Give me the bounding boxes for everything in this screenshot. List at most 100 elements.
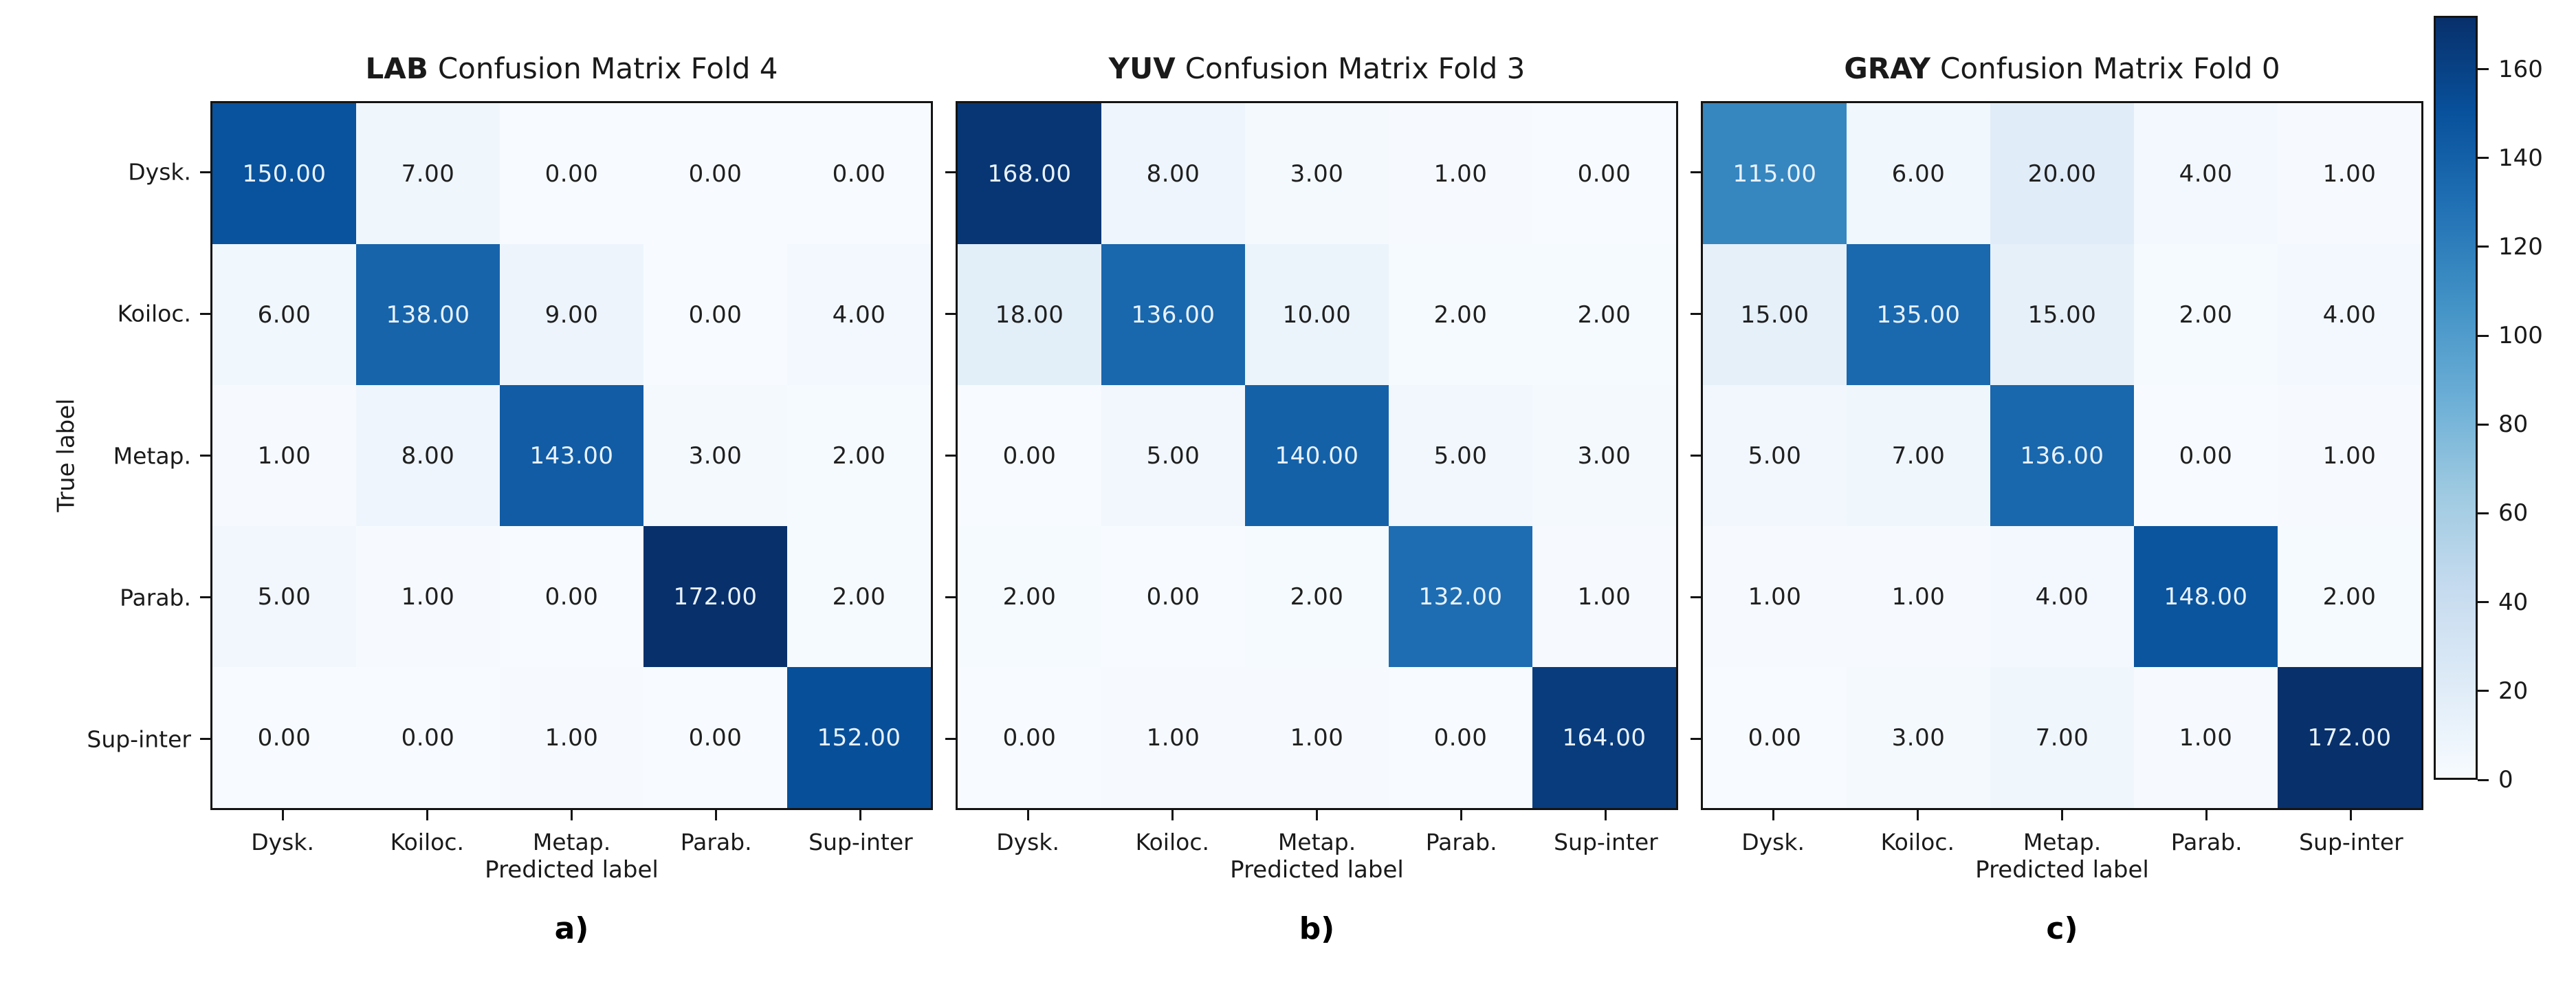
matrix-cell: 2.00 bbox=[1389, 244, 1532, 385]
y-tick-mark bbox=[945, 455, 956, 457]
x-axis-label: Predicted label bbox=[485, 856, 659, 884]
colorbar-tick-mark bbox=[2478, 334, 2489, 337]
matrix-cell: 143.00 bbox=[500, 385, 643, 526]
panel-title: YUV Confusion Matrix Fold 3 bbox=[956, 52, 1678, 85]
matrix-cell: 1.00 bbox=[2278, 103, 2421, 244]
colorbar-tick-label: 160 bbox=[2498, 55, 2543, 83]
y-tick-label: Metap. bbox=[113, 442, 191, 469]
matrix-cell: 18.00 bbox=[958, 244, 1101, 385]
matrix-cell: 140.00 bbox=[1245, 385, 1389, 526]
y-tick-label: Koiloc. bbox=[117, 300, 191, 327]
confusion-matrix-panel-gray: GRAY Confusion Matrix Fold 0 115.00 6.00 20… bbox=[1691, 52, 2423, 946]
y-tick-label: Dysk. bbox=[128, 158, 191, 186]
x-tick-mark bbox=[2205, 810, 2208, 820]
y-tick-labels: Dysk. Koiloc. Metap. Parab. Sup-inter bbox=[0, 101, 197, 810]
matrix-cell: 4.00 bbox=[2278, 244, 2421, 385]
matrix-cell: 1.00 bbox=[2278, 385, 2421, 526]
colorbar-tick-mark bbox=[2478, 246, 2489, 248]
matrix-cell: 20.00 bbox=[1990, 103, 2134, 244]
x-tick-label: Dysk. bbox=[996, 829, 1059, 855]
x-axis-label: Predicted label bbox=[1975, 856, 2149, 884]
colorbar-tick-label: 20 bbox=[2498, 677, 2529, 705]
x-tick-mark bbox=[1772, 810, 1774, 820]
panel-title-text: Confusion Matrix Fold 3 bbox=[1185, 52, 1526, 85]
y-tick-label: Sup-inter bbox=[87, 725, 191, 753]
y-tick-mark bbox=[200, 455, 210, 457]
colorbar-tick-label: 0 bbox=[2498, 766, 2513, 794]
y-tick-mark bbox=[200, 312, 210, 315]
matrix-cell: 4.00 bbox=[787, 244, 931, 385]
matrix-cell: 132.00 bbox=[1389, 526, 1532, 667]
matrix-cell: 7.00 bbox=[1990, 667, 2134, 808]
heatmap-grid-gray: 115.00 6.00 20.00 4.00 1.00 15.00 135.00 15.00 2… bbox=[1701, 101, 2423, 810]
matrix-cell: 152.00 bbox=[787, 667, 931, 808]
x-tick-mark bbox=[1605, 810, 1607, 820]
matrix-cell: 2.00 bbox=[2134, 244, 2278, 385]
subfigure-caption-a: a) bbox=[554, 911, 589, 946]
matrix-cell: 1.00 bbox=[2134, 667, 2278, 808]
matrix-cell: 4.00 bbox=[2134, 103, 2278, 244]
colorbar-tick-label: 140 bbox=[2498, 144, 2543, 172]
panel-title-text: Confusion Matrix Fold 4 bbox=[437, 52, 778, 85]
matrix-cell: 0.00 bbox=[1703, 667, 1847, 808]
x-tick-label: Metap. bbox=[1277, 829, 1356, 855]
matrix-cell: 168.00 bbox=[958, 103, 1101, 244]
matrix-cell: 2.00 bbox=[1532, 244, 1676, 385]
y-tick-mark bbox=[1691, 738, 1701, 741]
matrix-cell: 148.00 bbox=[2134, 526, 2278, 667]
matrix-cell: 1.00 bbox=[1101, 667, 1245, 808]
matrix-cell: 1.00 bbox=[1703, 526, 1847, 667]
colorbar-tick-mark bbox=[2478, 601, 2489, 604]
matrix-cell: 1.00 bbox=[500, 667, 643, 808]
x-tick-label: Parab. bbox=[2170, 829, 2243, 855]
matrix-cell: 136.00 bbox=[1990, 385, 2134, 526]
confusion-matrix-panel-lab: LAB Confusion Matrix Fold 4 Dysk. Koiloc. M… bbox=[87, 52, 933, 946]
x-tick-mark bbox=[1316, 810, 1318, 820]
matrix-cell: 5.00 bbox=[1703, 385, 1847, 526]
matrix-cell: 0.00 bbox=[2134, 385, 2278, 526]
matrix-cell: 10.00 bbox=[1245, 244, 1389, 385]
x-tick-label: Koiloc. bbox=[1135, 829, 1209, 855]
matrix-cell: 3.00 bbox=[1532, 385, 1676, 526]
x-axis-label: Predicted label bbox=[1230, 856, 1404, 884]
colorbar-tick-mark bbox=[2478, 68, 2489, 70]
x-tick-label: Koiloc. bbox=[1880, 829, 1955, 855]
matrix-cell: 115.00 bbox=[1703, 103, 1847, 244]
colorbar-tick-label: 80 bbox=[2498, 411, 2529, 439]
x-tick-mark bbox=[1460, 810, 1463, 820]
matrix-cell: 1.00 bbox=[356, 526, 500, 667]
y-tick-mark bbox=[1691, 596, 1701, 599]
heatmap-grid-lab: 150.00 7.00 0.00 0.00 0.00 6.00 138.00 9.00 0.00… bbox=[210, 101, 933, 810]
subfigure-caption-b: b) bbox=[1299, 911, 1335, 946]
matrix-cell: 8.00 bbox=[1101, 103, 1245, 244]
matrix-cell: 3.00 bbox=[1847, 667, 1990, 808]
matrix-cell: 0.00 bbox=[643, 103, 787, 244]
x-tick-mark bbox=[1171, 810, 1174, 820]
matrix-cell: 0.00 bbox=[643, 667, 787, 808]
matrix-cell: 0.00 bbox=[500, 103, 643, 244]
matrix-cell: 0.00 bbox=[958, 667, 1101, 808]
y-tick-mark bbox=[945, 738, 956, 741]
matrix-cell: 1.00 bbox=[1245, 667, 1389, 808]
y-tick-mark bbox=[945, 596, 956, 599]
x-tick-mark bbox=[859, 810, 862, 820]
matrix-cell: 135.00 bbox=[1847, 244, 1990, 385]
y-tick-label: Parab. bbox=[120, 584, 191, 611]
matrix-cell: 150.00 bbox=[212, 103, 356, 244]
confusion-matrix-panel-yuv: YUV Confusion Matrix Fold 3 168.00 8.00 3.0… bbox=[945, 52, 1678, 946]
matrix-cell: 3.00 bbox=[1245, 103, 1389, 244]
matrix-cell: 5.00 bbox=[212, 526, 356, 667]
matrix-cell: 7.00 bbox=[356, 103, 500, 244]
x-tick-label: Metap. bbox=[532, 829, 611, 855]
x-tick-mark bbox=[715, 810, 718, 820]
matrix-cell: 1.00 bbox=[1847, 526, 1990, 667]
matrix-cell: 0.00 bbox=[787, 103, 931, 244]
panel-title-colorspace: LAB bbox=[365, 52, 428, 85]
y-tick-mark bbox=[200, 738, 210, 741]
y-tick-mark bbox=[945, 312, 956, 315]
matrix-cell: 2.00 bbox=[787, 526, 931, 667]
matrix-cell: 15.00 bbox=[1703, 244, 1847, 385]
matrix-cell: 5.00 bbox=[1101, 385, 1245, 526]
matrix-cell: 2.00 bbox=[1245, 526, 1389, 667]
